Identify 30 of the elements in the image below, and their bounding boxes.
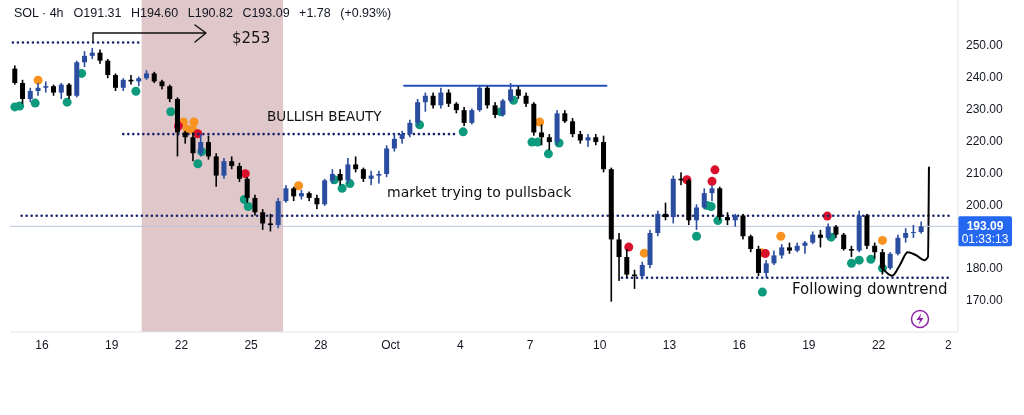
ref-line-label: 193.09 xyxy=(966,219,1004,234)
x-tick-label: 2 xyxy=(944,337,952,352)
annotation: $253 xyxy=(232,29,271,47)
y-tick-label: 210.00 xyxy=(966,165,1004,180)
annotation: market trying to pullsback xyxy=(387,184,573,200)
x-tick-label: 4 xyxy=(456,337,464,352)
x-tick-label: 13 xyxy=(662,337,677,352)
y-tick-label: 220.00 xyxy=(966,133,1004,148)
x-tick-label: 19 xyxy=(105,337,119,352)
x-tick-label: 25 xyxy=(244,337,259,352)
y-tick-label: 170.00 xyxy=(966,293,1004,308)
y-tick-label: 250.00 xyxy=(966,37,1004,52)
y-tick-label: 180.00 xyxy=(966,261,1004,276)
text: O191.31 H194.60 L190.82 C193.09 +1.78 (+0.93%) xyxy=(73,6,392,20)
y-tick-label: 200.00 xyxy=(966,197,1004,212)
x-tick-label: 28 xyxy=(314,337,328,352)
annotation: Following downtrend xyxy=(792,280,948,298)
text: 01:33:13 xyxy=(961,232,1009,247)
x-tick-label: 16 xyxy=(35,337,49,352)
y-tick-label: 240.00 xyxy=(966,69,1004,84)
x-tick-label: 22 xyxy=(174,337,189,352)
y-tick-label: 230.00 xyxy=(966,101,1004,116)
text: SOL · 4h xyxy=(14,6,64,20)
x-tick-label: 7 xyxy=(526,337,534,352)
x-tick-label: 16 xyxy=(732,337,747,352)
x-tick-label: 19 xyxy=(802,337,816,352)
x-tick-label: 10 xyxy=(593,337,607,352)
x-tick-label: Oct xyxy=(381,337,401,352)
x-tick-label: 22 xyxy=(871,337,886,352)
annotation: BULLISH BEAUTY xyxy=(267,108,383,124)
